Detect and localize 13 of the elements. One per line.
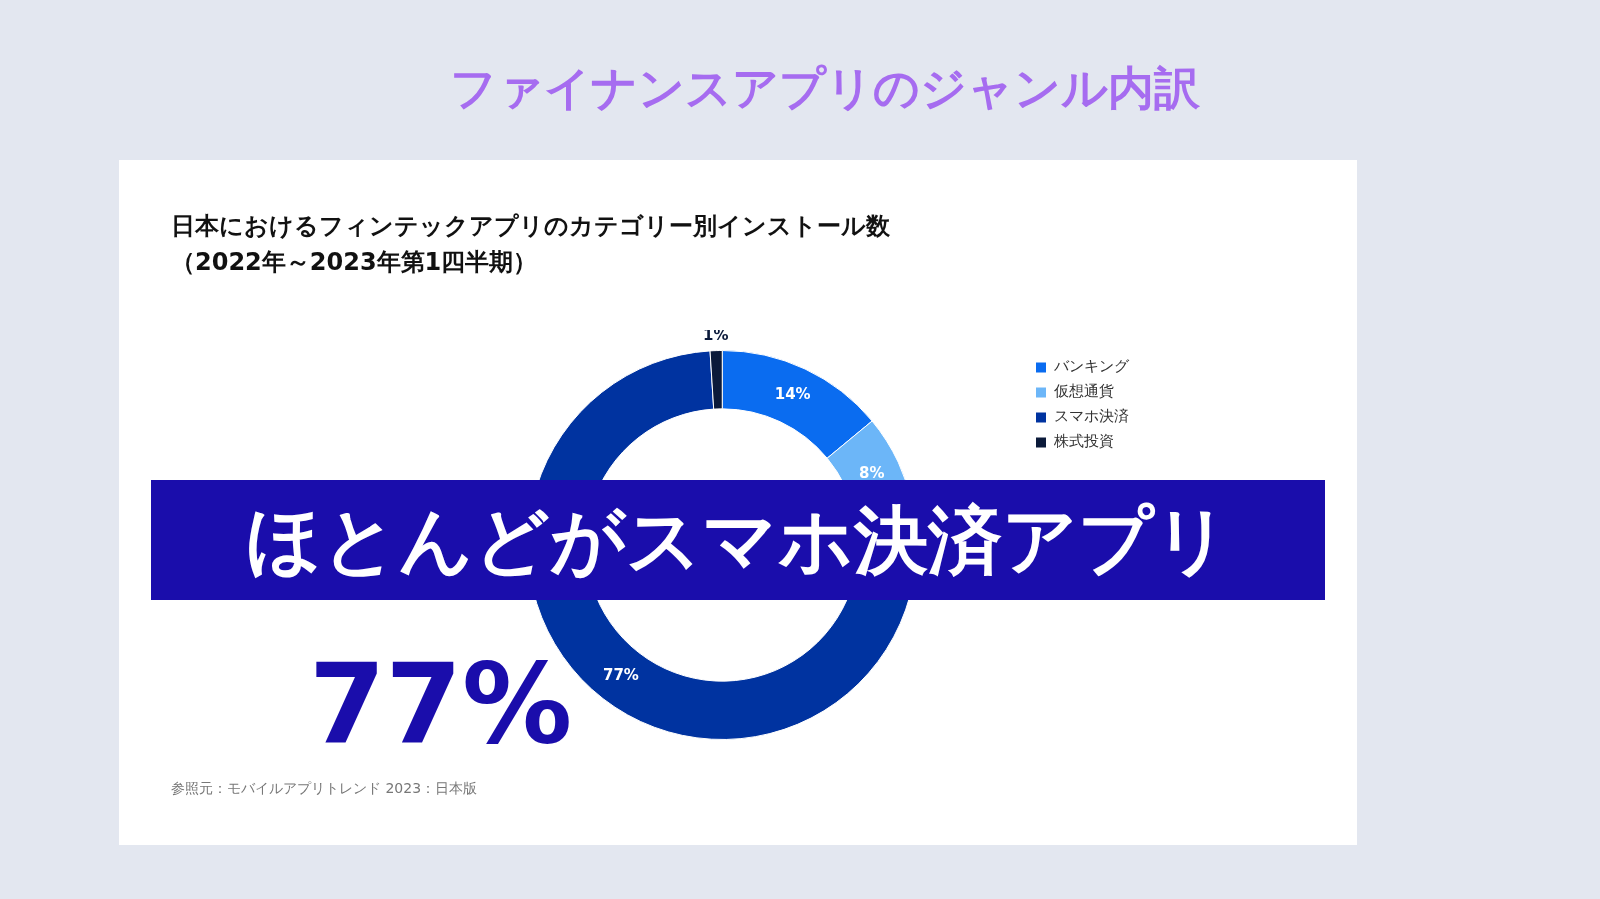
legend-label: バンキング xyxy=(1053,357,1130,376)
data-label: 8% xyxy=(859,464,885,483)
text: ほとんどがスマホ決済アプリ xyxy=(246,497,1230,583)
text: 77% xyxy=(309,640,573,768)
chart-title: ファイナンスアプリのジャンル内訳 xyxy=(449,60,1201,117)
legend-label: 株式投資 xyxy=(1053,432,1114,451)
text: 参照元：モバイルアプリトレンド 2023：日本版 xyxy=(171,780,478,798)
legend-label: スマホ決済 xyxy=(1054,407,1129,426)
legend-label: 仮想通貨 xyxy=(1053,382,1114,401)
chart-subtitle: 日本におけるフィンテックアプリのカテゴリー別インストール数（2022年～2023年第1四半期） xyxy=(171,211,891,278)
data-label: 1% xyxy=(702,326,729,345)
data-label: 77% xyxy=(602,665,639,684)
data-label: 14% xyxy=(774,385,811,404)
